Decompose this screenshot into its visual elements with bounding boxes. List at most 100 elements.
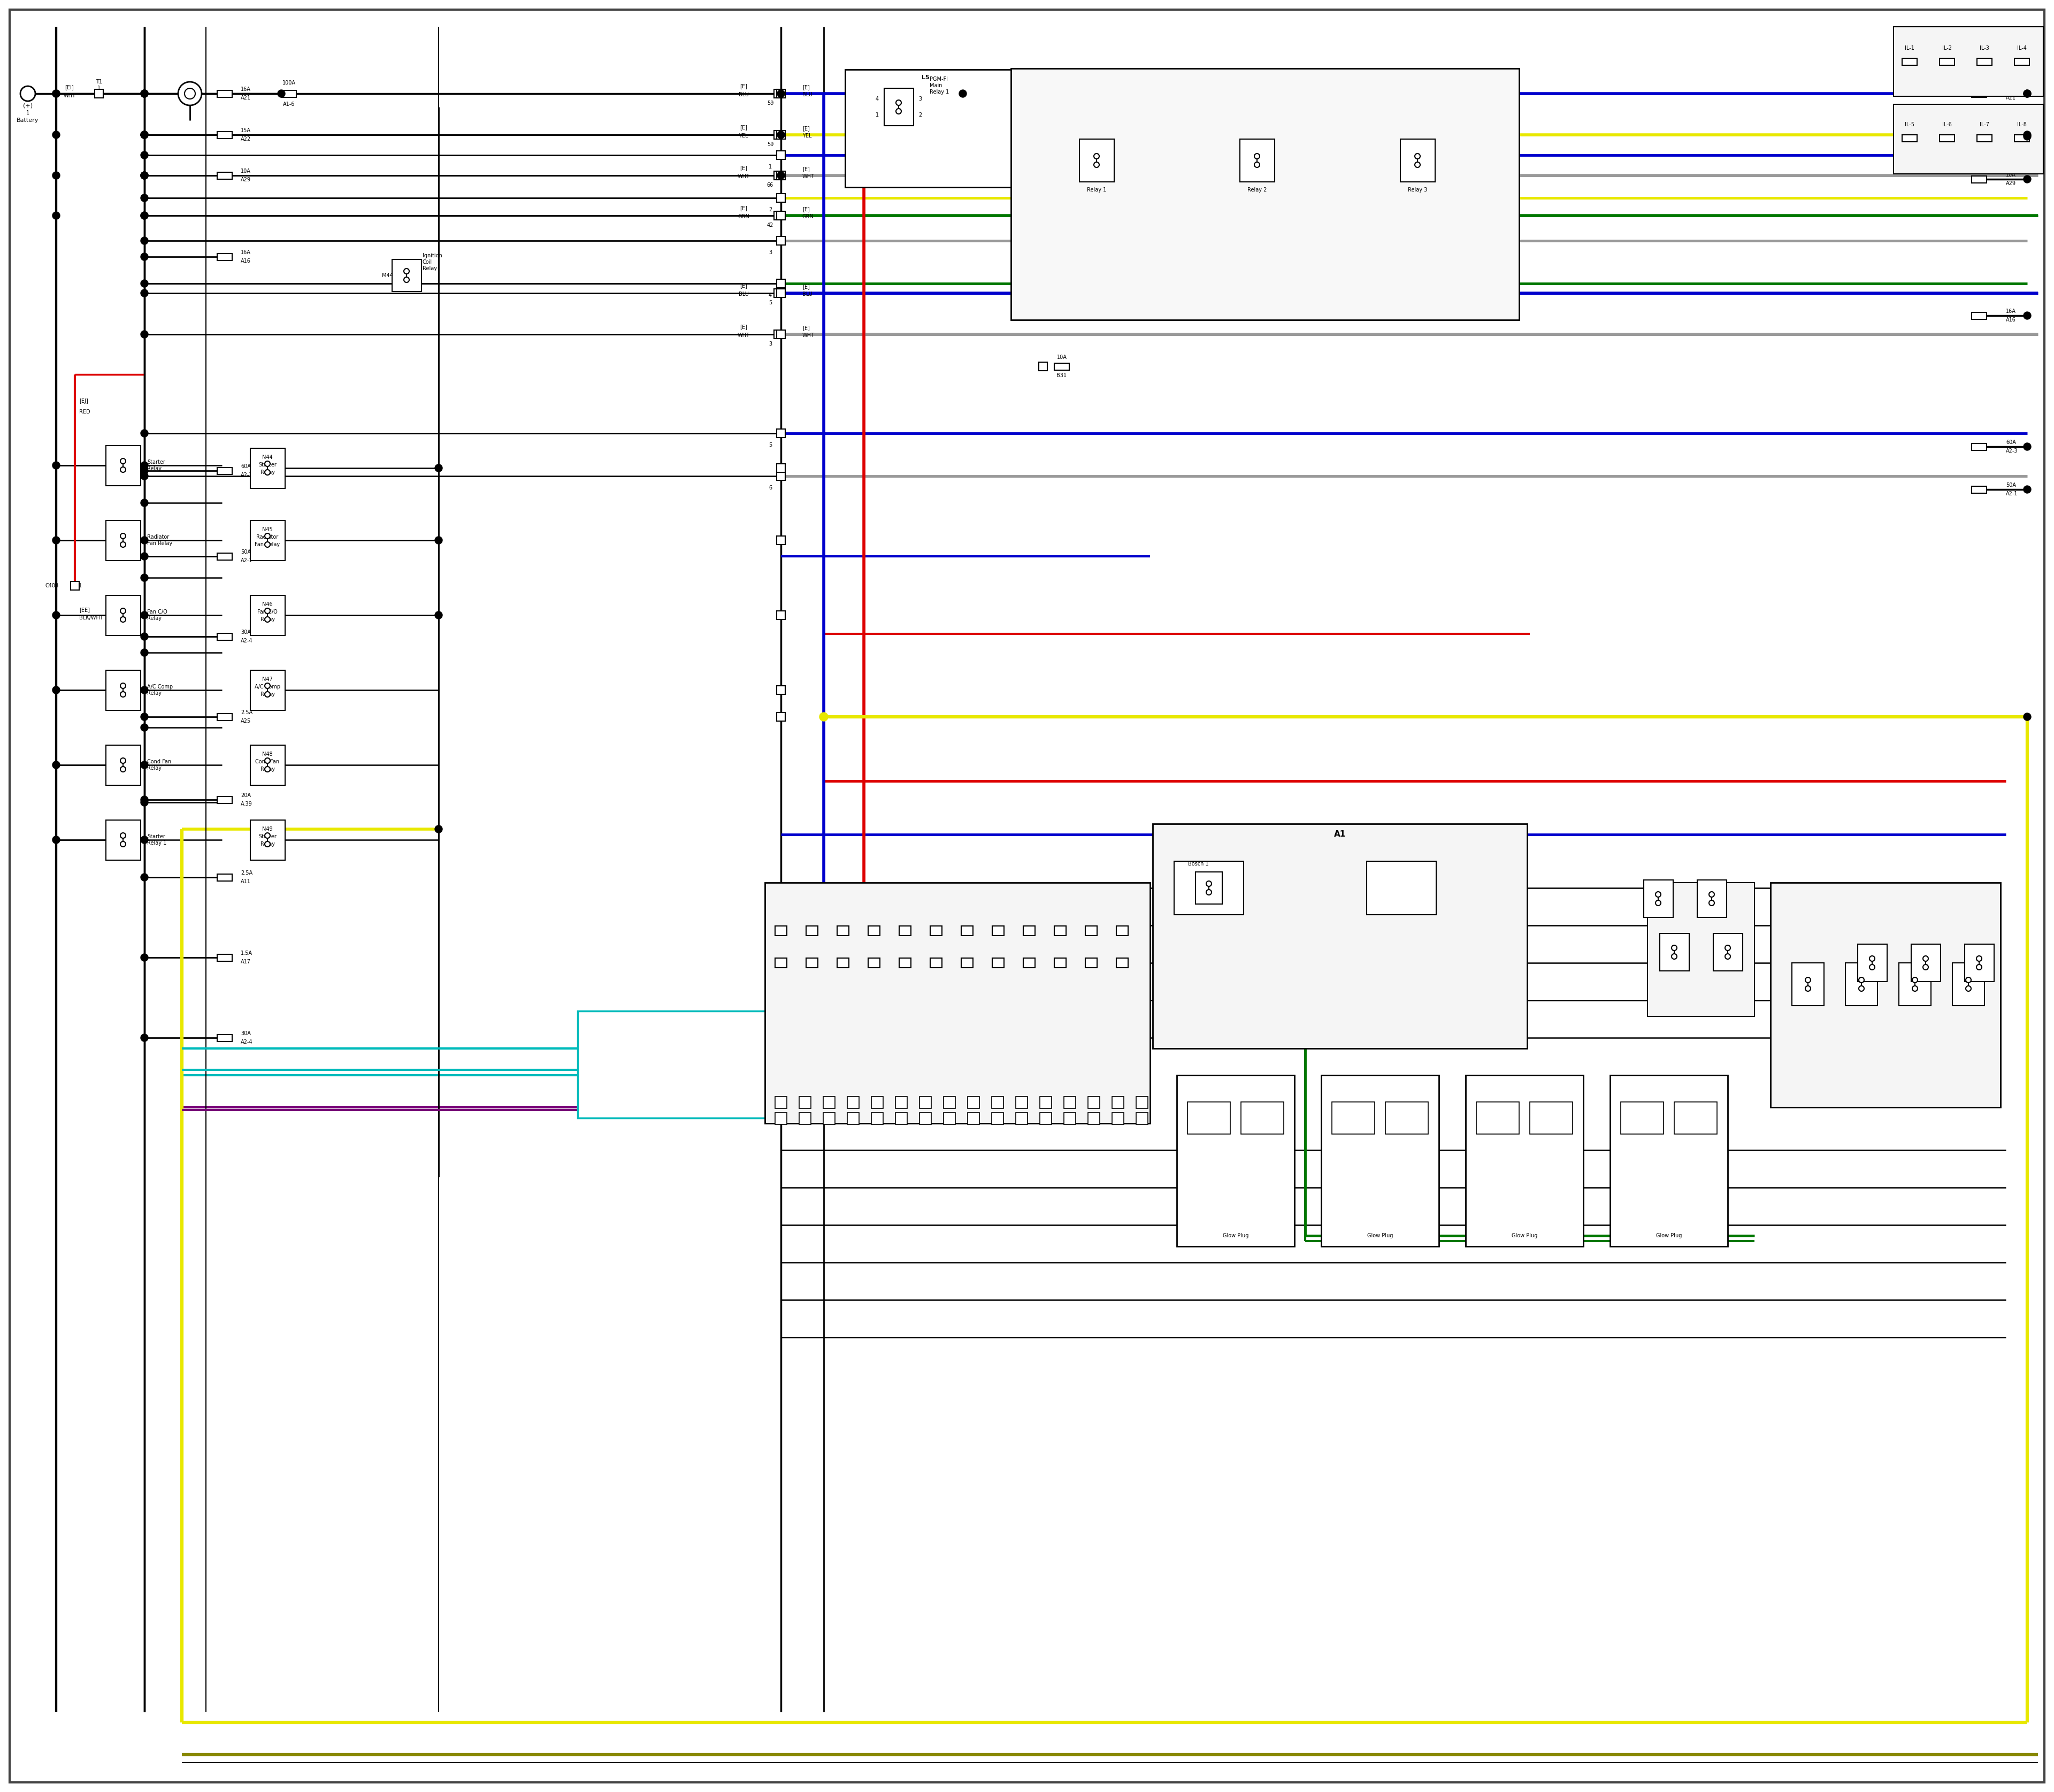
Circle shape <box>1859 977 1865 982</box>
Text: WHT: WHT <box>737 333 750 339</box>
Circle shape <box>140 552 148 561</box>
Text: 16A: 16A <box>240 249 251 254</box>
Bar <box>1136 1097 1148 1109</box>
Bar <box>1195 873 1222 903</box>
Bar <box>1953 962 1984 1005</box>
Circle shape <box>405 278 409 283</box>
Text: A21: A21 <box>240 95 251 100</box>
Text: A16: A16 <box>2007 317 2015 323</box>
Bar <box>218 172 232 179</box>
Text: N48: N48 <box>263 751 273 756</box>
Text: [E]: [E] <box>739 324 748 330</box>
Bar <box>967 1097 980 1109</box>
Text: Cond Fan: Cond Fan <box>255 760 279 765</box>
Circle shape <box>121 683 125 688</box>
Text: A2-3: A2-3 <box>2007 448 2017 453</box>
Bar <box>844 70 1167 186</box>
Text: Relay: Relay <box>261 616 275 622</box>
Bar <box>1039 1113 1052 1124</box>
Text: Relay: Relay <box>261 767 275 772</box>
Bar <box>94 90 103 99</box>
Circle shape <box>1709 900 1715 905</box>
Text: 100A: 100A <box>281 81 296 86</box>
Bar <box>992 1097 1004 1109</box>
Text: BLU: BLU <box>803 292 813 297</box>
Bar <box>1972 90 1986 97</box>
Circle shape <box>1255 161 1259 167</box>
Circle shape <box>265 461 271 466</box>
Circle shape <box>140 131 148 138</box>
Bar <box>774 926 787 935</box>
Bar <box>824 1097 836 1109</box>
Bar <box>1384 1102 1428 1134</box>
Circle shape <box>265 534 271 539</box>
Bar <box>776 194 785 202</box>
Circle shape <box>435 826 442 833</box>
Bar <box>1080 140 1113 181</box>
Text: IL-3: IL-3 <box>1980 45 1988 50</box>
Circle shape <box>435 611 442 618</box>
Bar <box>869 959 879 968</box>
Bar <box>1011 68 1520 321</box>
Bar <box>799 1113 811 1124</box>
Text: 16A: 16A <box>240 86 251 91</box>
Text: A22: A22 <box>240 136 251 142</box>
Text: Fan Relay: Fan Relay <box>255 541 279 547</box>
Circle shape <box>1976 964 1982 969</box>
Circle shape <box>140 799 148 806</box>
Text: A2-3: A2-3 <box>240 473 253 478</box>
Bar <box>776 280 785 289</box>
Bar <box>1039 1097 1052 1109</box>
Circle shape <box>185 88 195 99</box>
Circle shape <box>1206 882 1212 887</box>
Bar <box>992 959 1004 968</box>
Circle shape <box>140 289 148 297</box>
Text: IL-1: IL-1 <box>1904 45 1914 50</box>
Bar <box>218 90 232 97</box>
Circle shape <box>2023 133 2031 140</box>
Bar <box>392 260 421 292</box>
Text: A25: A25 <box>240 719 251 724</box>
Text: B31: B31 <box>1056 373 1066 378</box>
Circle shape <box>53 536 60 545</box>
Bar <box>251 520 286 561</box>
Bar <box>774 211 783 220</box>
Circle shape <box>1709 892 1715 898</box>
Bar <box>1111 1113 1124 1124</box>
Circle shape <box>1923 955 1929 961</box>
Circle shape <box>140 430 148 437</box>
Text: A/C Comp
Relay: A/C Comp Relay <box>148 685 173 695</box>
Circle shape <box>1415 154 1419 159</box>
Bar <box>218 131 232 138</box>
Circle shape <box>140 462 148 470</box>
Bar <box>1064 1097 1076 1109</box>
Bar <box>871 1097 883 1109</box>
Text: A22: A22 <box>2007 138 2017 143</box>
Bar <box>883 88 914 125</box>
Bar <box>281 90 296 97</box>
Text: Starter: Starter <box>259 833 277 839</box>
Bar <box>896 1113 908 1124</box>
Text: 5: 5 <box>768 443 772 448</box>
Bar <box>107 446 140 486</box>
Circle shape <box>776 131 785 138</box>
Bar <box>1321 1075 1440 1247</box>
Bar <box>1857 944 1888 982</box>
Text: 15A: 15A <box>240 127 251 133</box>
Text: 3: 3 <box>768 340 772 346</box>
Bar <box>1115 959 1128 968</box>
Bar <box>961 959 974 968</box>
Bar <box>846 1097 859 1109</box>
Bar <box>799 1097 811 1109</box>
Bar <box>1054 959 1066 968</box>
Bar <box>218 955 232 961</box>
Bar <box>776 713 785 720</box>
Bar <box>774 959 787 968</box>
Circle shape <box>820 713 828 720</box>
Circle shape <box>1869 955 1875 961</box>
Bar <box>1844 962 1877 1005</box>
Bar <box>871 1113 883 1124</box>
Bar <box>776 536 785 545</box>
Bar <box>1902 59 1916 65</box>
Circle shape <box>265 607 271 613</box>
